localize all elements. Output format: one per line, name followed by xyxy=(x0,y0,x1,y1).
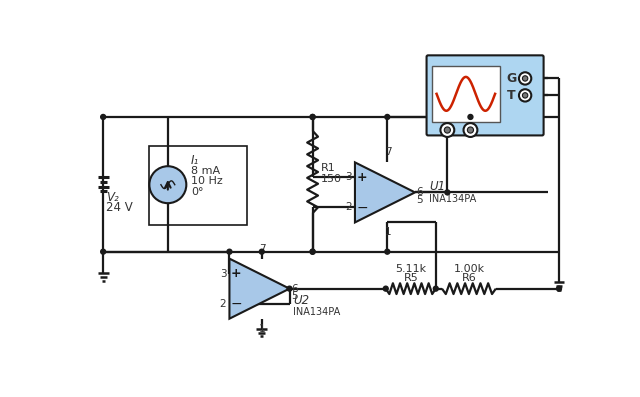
Circle shape xyxy=(522,76,528,81)
Bar xyxy=(432,66,500,121)
Text: R5: R5 xyxy=(403,273,418,283)
Text: I₁: I₁ xyxy=(191,154,199,167)
Text: 7: 7 xyxy=(385,147,391,157)
Text: G: G xyxy=(506,72,516,85)
Text: 1: 1 xyxy=(259,324,266,334)
Circle shape xyxy=(445,190,450,195)
Text: INA134PA: INA134PA xyxy=(293,307,340,317)
Text: 3: 3 xyxy=(220,269,227,279)
Circle shape xyxy=(557,286,561,291)
Text: +: + xyxy=(231,267,242,280)
Circle shape xyxy=(468,114,473,119)
Circle shape xyxy=(259,249,264,254)
Text: 1: 1 xyxy=(385,227,391,237)
Text: 24 V: 24 V xyxy=(106,200,133,214)
Text: 7: 7 xyxy=(259,244,266,254)
Text: 5: 5 xyxy=(417,195,423,205)
Text: +: + xyxy=(356,171,367,184)
Text: 0°: 0° xyxy=(191,187,204,197)
Circle shape xyxy=(522,93,528,98)
Text: 6: 6 xyxy=(417,187,423,197)
Circle shape xyxy=(310,249,315,254)
Text: 150: 150 xyxy=(321,174,342,184)
Text: T: T xyxy=(507,89,516,102)
Text: U1: U1 xyxy=(429,180,445,193)
Circle shape xyxy=(444,127,451,133)
Circle shape xyxy=(385,114,390,119)
Circle shape xyxy=(385,249,390,254)
Text: R1: R1 xyxy=(321,163,336,173)
Circle shape xyxy=(310,114,315,119)
Circle shape xyxy=(100,114,106,119)
FancyBboxPatch shape xyxy=(427,55,543,135)
Circle shape xyxy=(287,286,292,291)
Circle shape xyxy=(383,286,388,291)
Polygon shape xyxy=(355,162,415,222)
Circle shape xyxy=(149,166,186,203)
Text: −: − xyxy=(356,200,368,214)
Text: U2: U2 xyxy=(293,294,310,307)
Text: V₂: V₂ xyxy=(106,191,119,204)
Circle shape xyxy=(467,127,474,133)
Text: 2: 2 xyxy=(220,299,227,308)
Text: 5.11k: 5.11k xyxy=(396,264,426,274)
Circle shape xyxy=(463,123,477,137)
Text: −: − xyxy=(230,297,242,311)
Text: 5: 5 xyxy=(291,291,298,301)
Text: 8 mA: 8 mA xyxy=(191,166,220,176)
Text: INA134PA: INA134PA xyxy=(429,194,476,204)
Text: R6: R6 xyxy=(461,273,476,283)
Text: 1.00k: 1.00k xyxy=(453,264,484,274)
Circle shape xyxy=(519,89,531,102)
Circle shape xyxy=(433,286,438,291)
Text: B: B xyxy=(466,119,475,132)
Circle shape xyxy=(310,114,315,119)
Circle shape xyxy=(310,249,315,254)
Text: 10 Hz: 10 Hz xyxy=(191,176,223,186)
Text: 3: 3 xyxy=(345,172,352,182)
Polygon shape xyxy=(230,258,289,319)
Circle shape xyxy=(100,249,106,254)
Text: 6: 6 xyxy=(291,283,298,294)
Bar xyxy=(149,146,247,225)
Text: A: A xyxy=(443,119,452,132)
Circle shape xyxy=(440,123,454,137)
Text: 2: 2 xyxy=(345,202,352,212)
Circle shape xyxy=(227,249,232,254)
Circle shape xyxy=(519,72,531,85)
